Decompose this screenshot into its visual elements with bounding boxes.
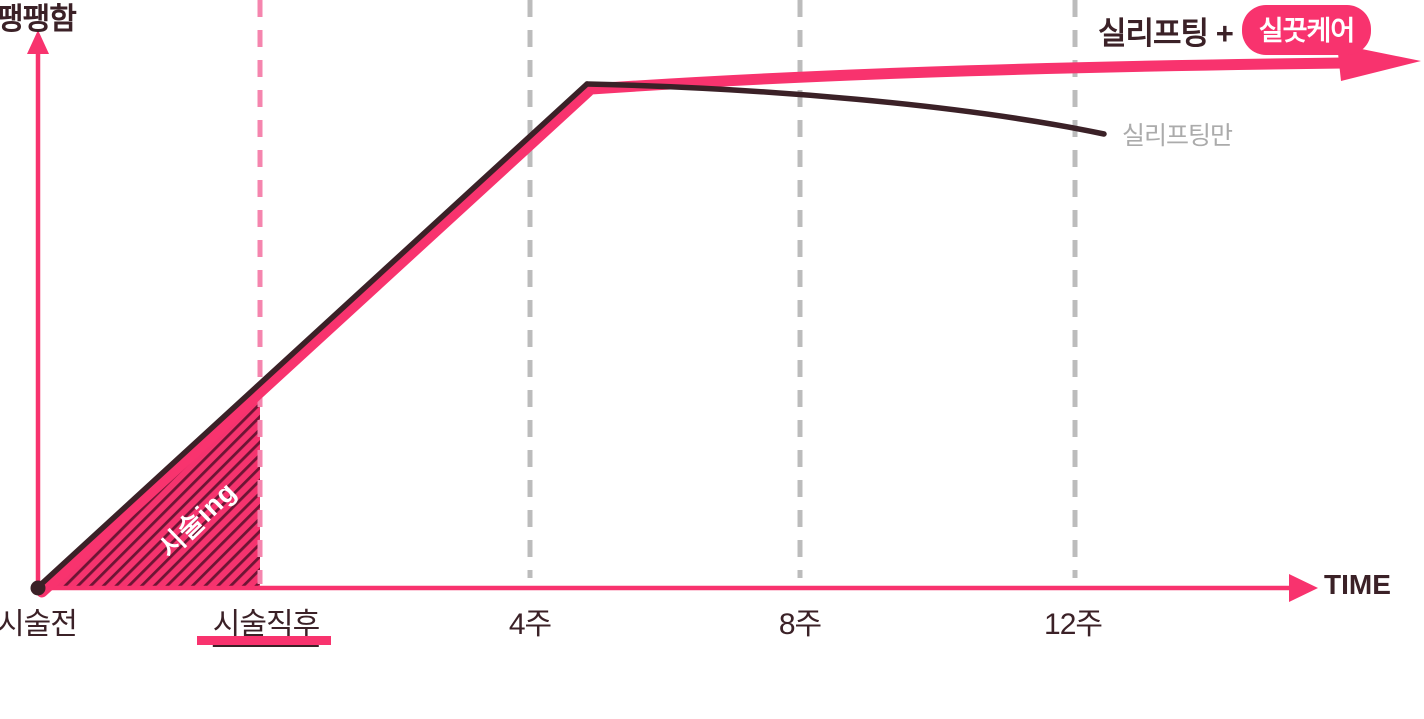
legend-combined-badge: 실끗케어	[1241, 5, 1372, 55]
series-combined-line	[36, 57, 1350, 598]
series-combined-arrowhead	[1337, 44, 1421, 81]
tick-highlight-underline	[197, 636, 331, 645]
x-axis-label: TIME	[1324, 569, 1391, 600]
y-axis-label: 팽팽함	[0, 3, 77, 36]
legend-single-label: 실리프팅만	[1122, 122, 1233, 150]
tick-4-weeks: 4주	[508, 608, 552, 641]
tick-8-weeks: 8주	[778, 608, 822, 641]
tick-before-procedure: 시술전	[0, 608, 78, 641]
series-single-rise	[34, 81, 590, 591]
tick-12-weeks: 12주	[1044, 608, 1103, 641]
tick-right-after-procedure: 시술직후	[212, 599, 320, 647]
y-axis-arrowhead	[27, 30, 49, 54]
x-axis-arrowhead	[1289, 574, 1318, 602]
legend-combined: 실리프팅 + 실끗케어	[1098, 5, 1372, 55]
series-single-decline	[584, 81, 1107, 137]
origin-dot	[30, 580, 46, 596]
legend-combined-prefix: 실리프팅 +	[1098, 15, 1234, 51]
